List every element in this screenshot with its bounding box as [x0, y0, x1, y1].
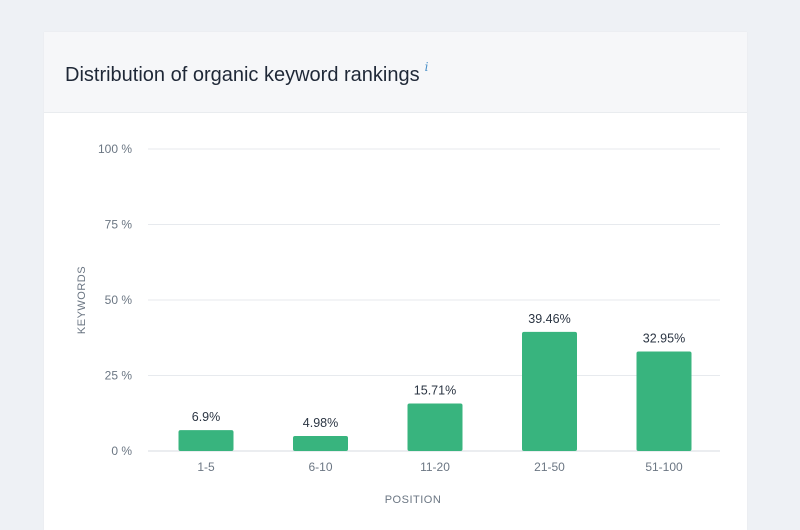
x-tick-label-1-5: 1-5 [197, 460, 215, 474]
data-label-11-20: 15.71% [414, 384, 456, 398]
data-labels: 6.9% 4.98% 15.71% 39.46% 32.95% [192, 312, 685, 430]
x-tick-label-51-100: 51-100 [645, 460, 683, 474]
y-tick-label: 100 % [98, 142, 132, 156]
y-tick-label: 25 % [105, 369, 133, 383]
chart-title: Distribution of organic keyword rankings… [65, 60, 428, 87]
card-header: Distribution of organic keyword rankings… [44, 32, 747, 113]
bar-51-100[interactable] [636, 351, 692, 451]
chart-title-text: Distribution of organic keyword rankings [65, 64, 420, 86]
x-tick-label-21-50: 21-50 [534, 460, 565, 474]
data-label-51-100: 32.95% [643, 331, 685, 345]
y-tick-label: 75 % [105, 218, 133, 232]
y-axis-ticks: 0 % 25 % 50 % 75 % 100 % [98, 142, 132, 458]
y-tick-label: 50 % [105, 293, 133, 307]
data-label-6-10: 4.98% [303, 416, 338, 430]
x-tick-label-11-20: 11-20 [420, 460, 450, 474]
x-axis-ticks: 1-5 6-10 11-20 21-50 51-100 [197, 460, 683, 474]
bar-6-10[interactable] [293, 435, 348, 451]
x-tick-label-6-10: 6-10 [308, 460, 332, 474]
data-label-21-50: 39.46% [528, 312, 570, 326]
y-tick-label: 0 % [111, 444, 132, 458]
x-axis-title: POSITION [385, 494, 442, 506]
bars [178, 331, 692, 451]
bar-1-5[interactable] [178, 430, 234, 451]
y-axis-title: KEYWORDS [76, 266, 88, 334]
bar-21-50[interactable] [522, 331, 577, 451]
chart-card: Distribution of organic keyword rankings… [44, 32, 747, 530]
data-label-1-5: 6.9% [192, 410, 221, 424]
info-icon[interactable]: i [424, 60, 429, 74]
bar-11-20[interactable] [407, 403, 463, 451]
